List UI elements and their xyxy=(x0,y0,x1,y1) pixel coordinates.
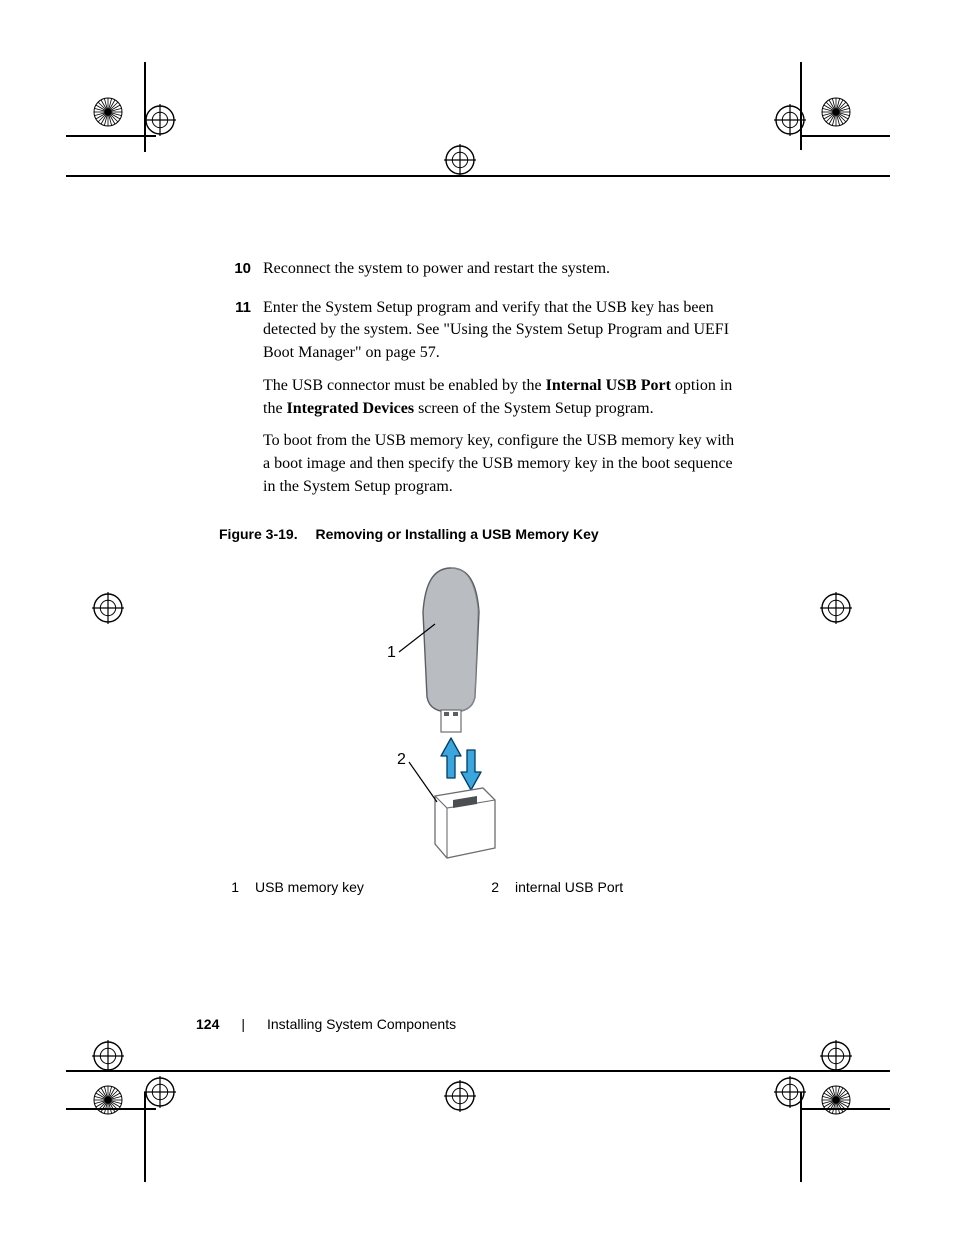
legend-item: 2 internal USB Port xyxy=(479,878,623,896)
step-paragraph: Reconnect the system to power and restar… xyxy=(263,258,739,281)
registration-mark-icon xyxy=(144,1076,176,1108)
text: Enter the System Setup program and verif… xyxy=(263,299,729,361)
step-paragraph: To boot from the USB memory key, configu… xyxy=(263,430,739,498)
crop-line xyxy=(66,175,890,177)
registration-mark-icon xyxy=(820,592,852,624)
legend-text: USB memory key xyxy=(255,878,364,896)
figure-illustration: 1 2 xyxy=(219,552,739,872)
legend-item: 1 USB memory key xyxy=(219,878,479,896)
registration-mark-icon xyxy=(774,104,806,136)
registration-mark-icon xyxy=(92,1040,124,1072)
registration-mark-icon xyxy=(144,104,176,136)
crop-line xyxy=(66,1070,890,1072)
step-number: 10 xyxy=(219,258,263,291)
page: 10Reconnect the system to power and rest… xyxy=(0,0,954,1235)
callout-1: 1 xyxy=(387,644,396,661)
registration-mark-icon xyxy=(444,1080,476,1112)
bold-text: Integrated Devices xyxy=(287,400,415,417)
rosette-mark-icon xyxy=(821,1085,851,1120)
rosette-mark-icon xyxy=(93,1085,123,1120)
registration-mark-icon xyxy=(774,1076,806,1108)
registration-mark-icon xyxy=(92,592,124,624)
step-body: Enter the System Setup program and verif… xyxy=(263,297,739,509)
crop-line xyxy=(66,135,156,137)
registration-mark-icon xyxy=(820,1040,852,1072)
text: screen of the System Setup program. xyxy=(414,400,654,417)
legend-number: 2 xyxy=(479,878,515,896)
text: Reconnect the system to power and restar… xyxy=(263,260,610,277)
legend-text: internal USB Port xyxy=(515,878,623,896)
step-number: 11 xyxy=(219,297,263,509)
content-area: 10Reconnect the system to power and rest… xyxy=(219,258,739,897)
crop-line xyxy=(800,135,890,137)
page-footer: 124 | Installing System Components xyxy=(196,1016,456,1032)
step-paragraph: The USB connector must be enabled by the… xyxy=(263,375,739,420)
rosette-mark-icon xyxy=(821,97,851,132)
footer-separator: | xyxy=(241,1016,245,1032)
bold-text: Internal USB Port xyxy=(546,377,671,394)
text: The USB connector must be enabled by the xyxy=(263,377,546,394)
figure-number: Figure 3-19. xyxy=(219,526,298,542)
step: 10Reconnect the system to power and rest… xyxy=(219,258,739,291)
step-paragraph: Enter the System Setup program and verif… xyxy=(263,297,739,365)
step-list: 10Reconnect the system to power and rest… xyxy=(219,258,739,508)
page-number: 124 xyxy=(196,1016,219,1032)
text: To boot from the USB memory key, configu… xyxy=(263,432,734,494)
figure-legend: 1 USB memory key 2 internal USB Port xyxy=(219,878,739,896)
registration-mark-icon xyxy=(444,144,476,176)
callout-2: 2 xyxy=(397,751,406,768)
section-title: Installing System Components xyxy=(267,1016,456,1032)
figure-caption: Figure 3-19. Removing or Installing a US… xyxy=(219,526,739,542)
step-body: Reconnect the system to power and restar… xyxy=(263,258,739,291)
legend-number: 1 xyxy=(219,878,255,896)
step: 11Enter the System Setup program and ver… xyxy=(219,297,739,509)
rosette-mark-icon xyxy=(93,97,123,132)
figure-title: Removing or Installing a USB Memory Key xyxy=(315,526,598,542)
